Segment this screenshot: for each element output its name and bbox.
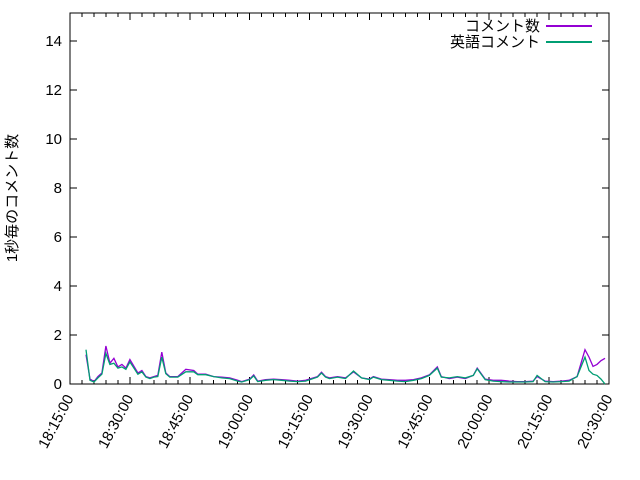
axis-ticks <box>69 13 610 385</box>
y-tick-label: 0 <box>54 376 62 393</box>
plot-border <box>69 12 610 385</box>
y-tick-label: 8 <box>54 180 62 197</box>
x-tick-label: 18:30:00 <box>95 392 137 452</box>
x-tick-label: 19:15:00 <box>275 392 317 452</box>
x-tick-labels: 18:15:00 18:30:00 18:45:00 19:00:00 19:15:00… <box>35 392 616 452</box>
y-tick-label: 6 <box>54 229 62 246</box>
y-tick-label: 4 <box>54 278 62 295</box>
legend-label-english-comments: 英語コメント <box>450 33 540 51</box>
series-line-english-comments <box>85 349 606 385</box>
x-tick-label: 20:15:00 <box>514 392 556 452</box>
x-tick-label: 18:45:00 <box>155 392 197 452</box>
x-tick-label: 19:00:00 <box>215 392 257 452</box>
y-tick-label: 10 <box>45 131 62 148</box>
legend: コメント数 英語コメント <box>450 18 592 51</box>
legend-label-comments: コメント数 <box>465 18 540 35</box>
x-tick-label: 18:15:00 <box>35 392 77 452</box>
x-tick-label: 20:00:00 <box>454 392 496 452</box>
y-axis-title: 1秒毎のコメント数 <box>4 134 21 262</box>
y-tick-label: 12 <box>45 82 62 99</box>
y-tick-label: 14 <box>45 33 62 50</box>
y-tick-label: 2 <box>54 327 62 344</box>
x-tick-label: 19:45:00 <box>394 392 436 452</box>
x-tick-label: 20:30:00 <box>574 392 616 452</box>
series-lines <box>85 345 606 385</box>
x-tick-label: 19:30:00 <box>335 392 377 452</box>
y-tick-labels: 0 2 4 6 8 10 12 14 <box>45 33 62 393</box>
